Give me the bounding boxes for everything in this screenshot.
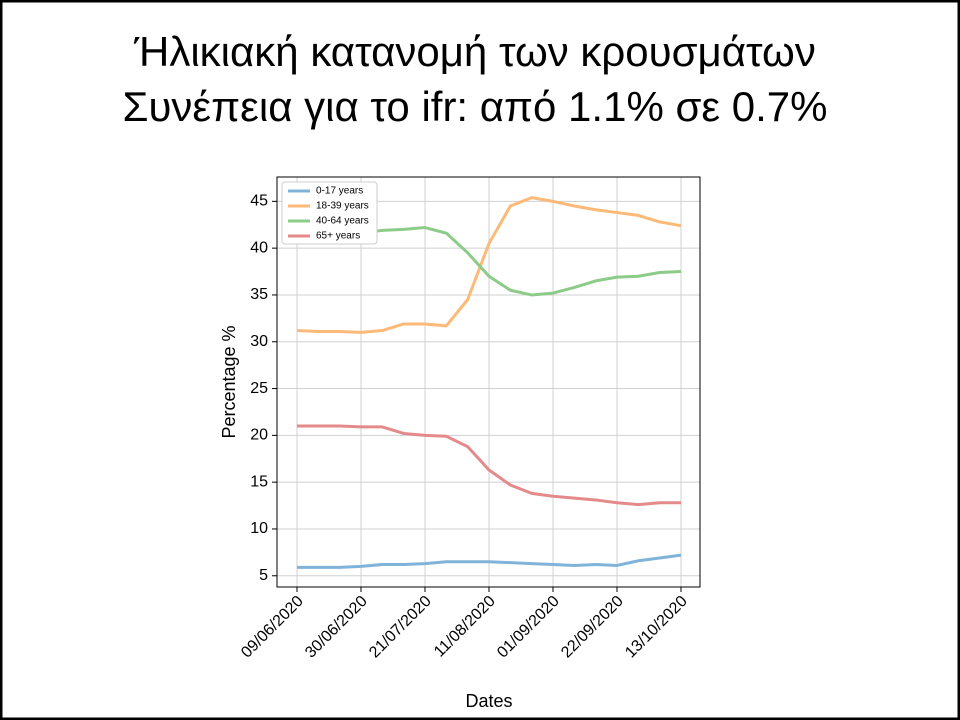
y-tick-label: 45	[250, 193, 268, 210]
y-tick-label: 30	[250, 333, 268, 350]
y-tick-label: 15	[250, 473, 268, 490]
y-tick-label: 10	[250, 520, 268, 537]
legend-label: 65+ years	[316, 231, 360, 242]
y-tick-label: 20	[250, 427, 268, 444]
series-line	[297, 553, 682, 569]
plot-frame	[276, 176, 701, 588]
legend-label: 18-39 years	[316, 201, 369, 212]
y-tick-label: 35	[250, 286, 268, 303]
series-line	[297, 424, 681, 507]
y-axis-label: Percentage %	[219, 325, 239, 438]
legend-label: 40-64 years	[316, 216, 369, 227]
title: Ήλικιακή κατανομή των κρουσμάτων	[133, 28, 816, 75]
subtitle: Συνέπεια για το ifr: από 1.1% σε 0.7%	[123, 83, 828, 130]
y-tick-label: 25	[250, 380, 268, 397]
y-tick-label: 5	[259, 567, 268, 584]
legend-label: 0-17 years	[316, 186, 363, 197]
y-tick-label: 40	[250, 239, 268, 256]
x-axis-label: Dates	[465, 691, 512, 711]
series-line	[296, 196, 682, 334]
legend-box	[281, 181, 378, 245]
